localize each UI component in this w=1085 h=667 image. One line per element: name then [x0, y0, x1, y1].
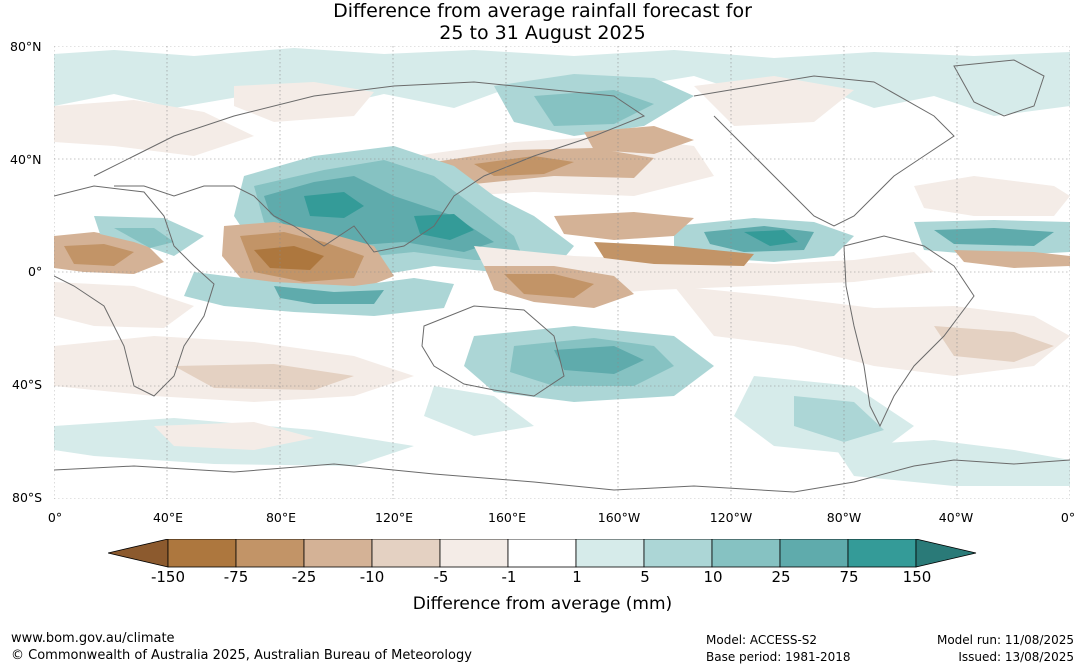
lat-label-40s: 40°S: [12, 377, 43, 392]
map-title-line-1: Difference from average rainfall forecas…: [333, 0, 752, 22]
lon-label-40e: 40°E: [152, 510, 184, 525]
dry-anomaly-region: [584, 126, 694, 154]
lon-label-120e: 120°E: [374, 510, 414, 525]
lon-label-160e: 160°E: [487, 510, 527, 525]
greenland-outline: [953, 59, 1045, 117]
colorbar-extend-high: [915, 539, 977, 568]
wet-anomaly-region: [744, 230, 798, 246]
dry-anomaly-region: [174, 364, 354, 390]
lon-label-120w: 120°W: [709, 510, 753, 525]
colorbar-segment: [507, 539, 577, 568]
coastlines: [54, 59, 1070, 493]
colorbar-tick-label: 1: [572, 568, 582, 586]
wet-anomaly-region: [114, 228, 174, 248]
colorbar-tick-label: -5: [433, 568, 449, 586]
lon-label-160w: 160°W: [597, 510, 641, 525]
lon-label-0: 0°: [47, 510, 63, 525]
dry-anomaly-region: [594, 242, 754, 266]
colorbar-segment: [303, 539, 373, 568]
dry-anomaly-region: [954, 250, 1070, 268]
wet-anomaly-region: [554, 346, 644, 374]
colorbar-segment: [779, 539, 849, 568]
dry-anomaly-region: [64, 244, 134, 266]
dry-anomaly-region: [54, 282, 194, 328]
wet-anomaly-region: [424, 386, 534, 436]
footer-issued: Issued: 13/08/2025: [958, 650, 1074, 664]
dry-anomaly-region: [554, 212, 694, 240]
wet-anomaly-region: [834, 440, 1070, 486]
colorbar-tick-label: -1: [501, 568, 517, 586]
dry-anomaly-region: [504, 274, 594, 298]
colorbar-segment: [371, 539, 441, 568]
anomaly-shading: [54, 48, 1070, 486]
north-america-outline: [693, 75, 955, 227]
eurasia-outline: [93, 81, 646, 253]
antarctica-outline: [54, 459, 1070, 493]
colorbar-tick-label: 5: [640, 568, 650, 586]
colorbar-segment: [711, 539, 781, 568]
colorbar-tick-label: -25: [291, 568, 317, 586]
lon-label-0-east: 0°: [1060, 510, 1076, 525]
dry-anomaly-region: [474, 156, 574, 176]
lat-label-equator: 0°: [28, 264, 43, 279]
colorbar-segment: [235, 539, 305, 568]
lat-label-80n: 80°N: [10, 39, 42, 54]
footer-base-period: Base period: 1981-2018: [706, 650, 851, 664]
colorbar-segment: [643, 539, 713, 568]
dry-anomaly-region: [54, 100, 254, 156]
australia-outline: [421, 305, 565, 397]
dry-anomaly-region: [934, 326, 1054, 362]
lat-label-80s: 80°S: [12, 490, 43, 505]
dry-anomaly-region: [914, 176, 1070, 216]
lat-label-40n: 40°N: [10, 152, 42, 167]
map-title-line-2: 25 to 31 August 2025: [439, 22, 646, 44]
lon-label-80w: 80°W: [826, 510, 862, 525]
footer-model: Model: ACCESS-S2: [706, 633, 818, 647]
colorbar: [108, 539, 977, 568]
footer-model-run: Model run: 11/08/2025: [936, 633, 1074, 647]
colorbar-tick-label: -10: [359, 568, 385, 586]
lon-label-80e: 80°E: [265, 510, 297, 525]
world-rainfall-anomaly-map: [54, 46, 1070, 499]
colorbar-tick-label: 10: [703, 568, 723, 586]
colorbar-tick-label: -150: [150, 568, 186, 586]
colorbar-segment: [575, 539, 645, 568]
footer-copyright: © Commonwealth of Australia 2025, Austra…: [11, 648, 472, 663]
footer-website: www.bom.gov.au/climate: [11, 631, 175, 646]
graticule: [54, 46, 1070, 499]
dry-anomaly-region: [694, 76, 854, 126]
wet-anomaly-region: [934, 228, 1054, 246]
africa-outline: [54, 185, 215, 397]
wet-anomaly-region: [794, 396, 884, 442]
wet-anomaly-region: [304, 192, 364, 218]
wet-anomaly-region: [534, 90, 654, 126]
dry-anomaly-region: [254, 246, 324, 270]
colorbar-segment: [167, 539, 237, 568]
colorbar-tick-label: 75: [839, 568, 859, 586]
colorbar-tick-label: -75: [223, 568, 249, 586]
south-america-outline: [843, 235, 975, 428]
colorbar-segment: [847, 539, 917, 568]
colorbar-extend-low: [108, 539, 169, 568]
colorbar-segment: [439, 539, 509, 568]
dry-anomaly-region: [154, 422, 314, 450]
colorbar-tick-label: 25: [771, 568, 791, 586]
colorbar-label: Difference from average (mm): [412, 594, 673, 614]
wet-anomaly-region: [414, 214, 474, 240]
wet-anomaly-region: [274, 286, 384, 304]
colorbar-tick-label: 150: [902, 568, 932, 586]
dry-anomaly-region: [234, 82, 374, 122]
lon-label-40w: 40°W: [938, 510, 974, 525]
